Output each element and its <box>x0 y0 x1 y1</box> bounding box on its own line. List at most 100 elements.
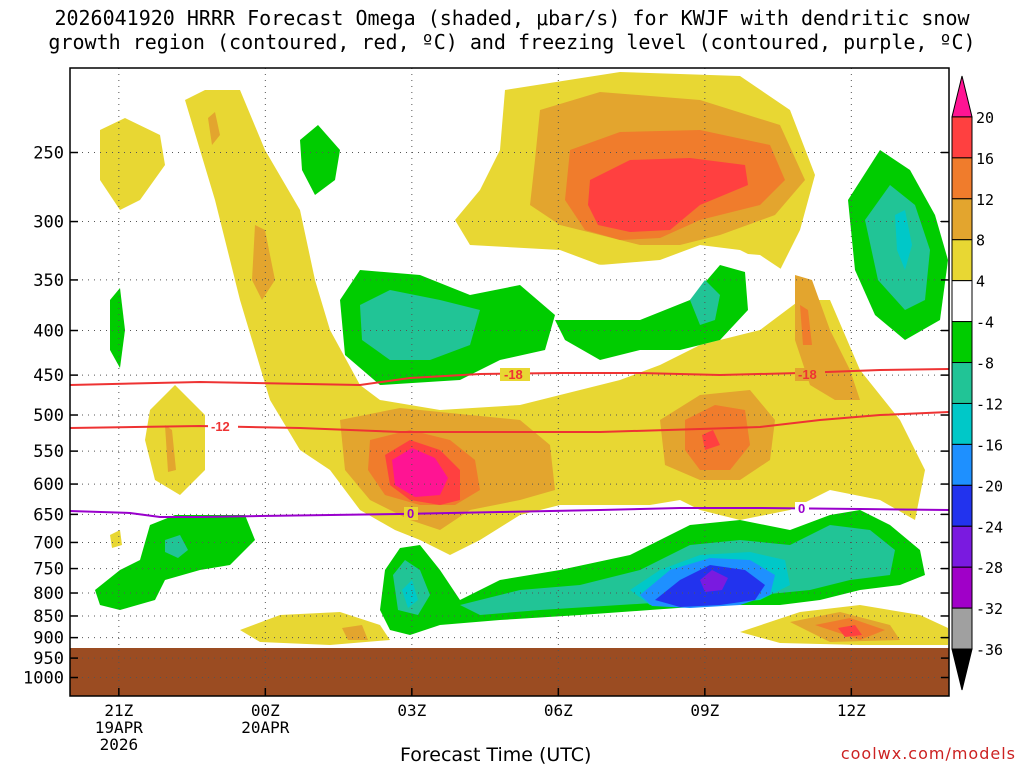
y-tick-label-850: 850 <box>33 607 64 627</box>
omega-positive-4-region-left <box>100 118 165 210</box>
y-tick-label-650: 650 <box>33 505 64 525</box>
contour-label-minus18-a: -18 <box>504 367 523 382</box>
colorbar-swatch-8 <box>951 402 973 445</box>
x-tick-label-03Z-0: 03Z <box>397 701 426 720</box>
contour-label-minus18-b: -18 <box>798 367 817 382</box>
omega-positive-16-region-right <box>702 430 720 450</box>
omega-negative-4-region-e <box>110 288 125 368</box>
colorbar-label-10: -24 <box>976 518 1003 536</box>
y-axis: 2503003504004505005506006507007508008509… <box>23 144 949 689</box>
colorbar-label-3: 8 <box>976 232 985 250</box>
contour-line-minus18 <box>69 368 950 387</box>
y-tick-label-550: 550 <box>33 442 64 462</box>
omega-positive-8-region-top <box>208 112 220 145</box>
contour-lines <box>69 368 950 518</box>
colorbar-label-9: -20 <box>976 477 1003 495</box>
y-tick-label-300: 300 <box>33 213 64 233</box>
omega-positive-4-region-small <box>110 530 122 548</box>
colorbar-label-1: 16 <box>976 150 994 168</box>
y-tick-label-950: 950 <box>33 649 64 669</box>
omega-positive-4-region-left2 <box>145 385 205 495</box>
omega-positive-20-region-mid <box>392 448 448 497</box>
omega-negative-8-region-d <box>165 535 188 558</box>
contour-label-bg-freezing-b <box>795 502 809 515</box>
chart-title-line1: 2026041920 HRRR Forecast Omega (shaded, … <box>54 6 970 30</box>
y-tick-label-800: 800 <box>33 584 64 604</box>
contour-labels: -18 -18 -12 0 0 <box>208 367 825 521</box>
y-tick-label-400: 400 <box>33 322 64 342</box>
colorbar-label-7: -12 <box>976 395 1003 413</box>
colorbar-swatch-10 <box>951 484 973 527</box>
omega-positive-12-region-right <box>685 405 750 470</box>
contour-label-bg-freezing-a <box>404 507 418 520</box>
colorbar-swatch-4 <box>951 239 973 282</box>
contour-label-bg-minus18-a <box>500 368 530 381</box>
colorbar-swatch-11 <box>951 525 973 568</box>
omega-positive-12-region-right2 <box>800 305 812 345</box>
colorbar-label-11: -28 <box>976 559 1003 577</box>
colorbar-swatch-12 <box>951 566 973 609</box>
y-tick-label-600: 600 <box>33 475 64 495</box>
omega-negative-12-region-a <box>895 210 912 270</box>
colorbar-swatch-2 <box>951 157 973 200</box>
x-tick-label-00Z-1: 20APR <box>241 718 290 737</box>
colorbar-swatch-6 <box>951 321 973 364</box>
shaded-omega-field <box>70 68 949 696</box>
omega-negative-8-region-a <box>360 290 480 360</box>
y-tick-label-450: 450 <box>33 366 64 386</box>
contour-label-freezing-a: 0 <box>407 506 414 521</box>
contour-label-bg-minus18-b <box>795 368 825 381</box>
colorbar-arrow-top <box>951 75 973 118</box>
x-tick-label-09Z-0: 09Z <box>690 701 719 720</box>
y-tick-label-700: 700 <box>33 533 64 553</box>
omega-positive-16-region-upper <box>588 158 748 232</box>
colorbar: 20 16 12 8 4 -4 -8 -12 -16 -20 -24 -28 -32 -36 <box>951 75 1003 691</box>
chart-title: 2026041920 HRRR Forecast Omega (shaded, … <box>0 6 1024 54</box>
contour-line-minus12 <box>69 411 950 433</box>
omega-positive-8-region-left <box>165 425 176 472</box>
colorbar-swatch-5 <box>951 280 973 323</box>
colorbar-label-8: -16 <box>976 436 1003 454</box>
colorbar-swatch-9 <box>951 443 973 486</box>
omega-positive-8-region-mid2 <box>252 225 275 300</box>
colorbar-label-13: -36 <box>976 641 1003 659</box>
contour-label-freezing-b: 0 <box>798 501 805 516</box>
x-tick-label-12Z-0: 12Z <box>837 701 866 720</box>
omega-negative-12-region-c <box>402 580 418 608</box>
x-tick-label-00Z-0: 00Z <box>251 701 280 720</box>
x-tick-label-21Z-0: 21Z <box>104 701 133 720</box>
x-tick-label-06Z-0: 06Z <box>544 701 573 720</box>
x-tick-label-21Z-2: 2026 <box>100 735 139 754</box>
y-tick-label-750: 750 <box>33 560 64 580</box>
colorbar-label-0: 20 <box>976 109 994 127</box>
colorbar-swatch-1 <box>951 116 973 159</box>
chart-title-line2: growth region (contoured, red, ºC) and f… <box>48 30 976 54</box>
contour-line-freezing-level <box>69 507 950 518</box>
colorbar-swatch-7 <box>951 362 973 404</box>
colorbar-label-4: 4 <box>976 273 985 291</box>
y-tick-label-900: 900 <box>33 629 64 649</box>
colorbar-swatch-13 <box>951 607 973 650</box>
terrain-below-surface <box>70 648 949 696</box>
y-tick-label-1000: 1000 <box>23 669 64 689</box>
colorbar-label-2: 12 <box>976 191 994 209</box>
contour-label-bg-minus12 <box>208 420 238 433</box>
credit-text: coolwx.com/models <box>840 744 1016 763</box>
colorbar-swatch-3 <box>951 198 973 241</box>
omega-positive-16-region-low <box>838 625 862 637</box>
x-tick-label-21Z-1: 19APR <box>95 718 144 737</box>
y-tick-label-350: 350 <box>33 271 64 291</box>
plot-border <box>69 67 950 697</box>
omega-negative-24-region <box>700 570 728 592</box>
colorbar-label-5: -4 <box>976 314 994 332</box>
colorbar-arrow-bottom <box>951 648 973 691</box>
omega-positive-8-region-low2 <box>342 625 368 640</box>
colorbar-label-6: -8 <box>976 355 994 373</box>
x-axis-title: Forecast Time (UTC) <box>400 744 592 766</box>
colorbar-label-12: -32 <box>976 600 1003 618</box>
omega-negative-4-region-f <box>95 515 255 610</box>
y-tick-label-250: 250 <box>33 144 64 164</box>
omega-negative-4-region-d <box>300 125 340 195</box>
